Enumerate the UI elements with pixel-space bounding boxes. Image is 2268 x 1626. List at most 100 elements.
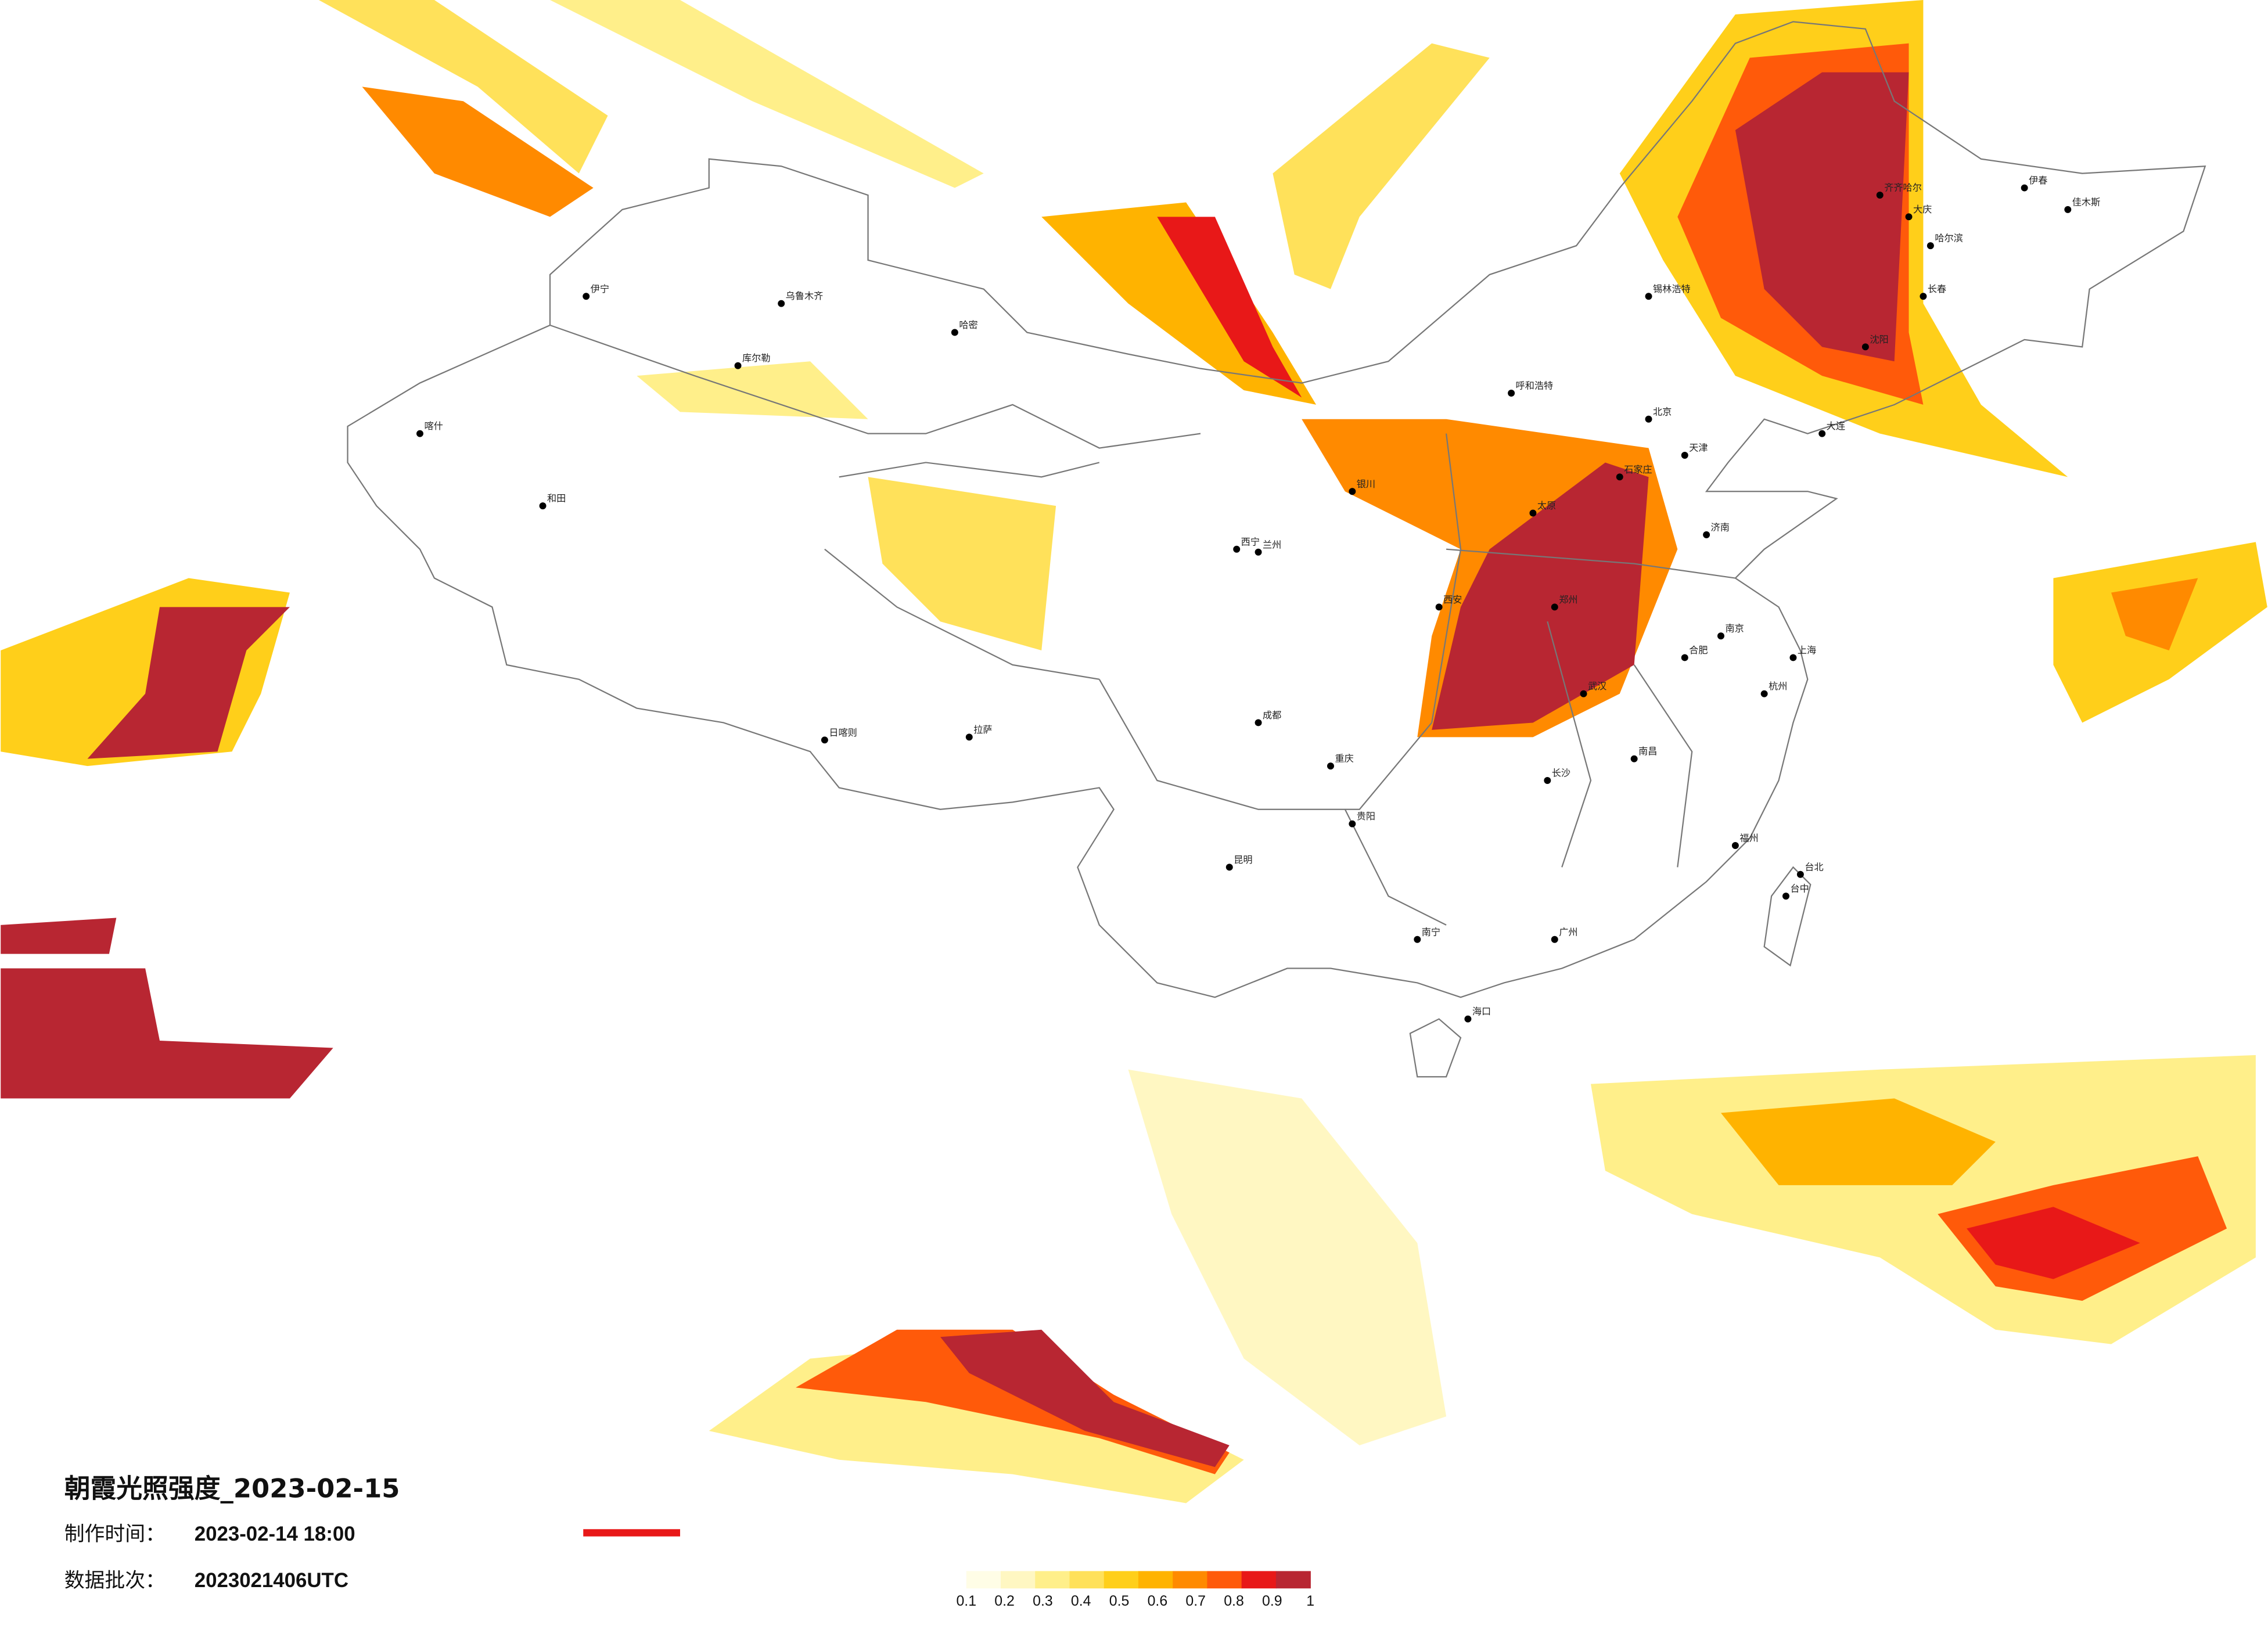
city-label: 南昌 (1638, 746, 1657, 757)
legend-swatch (1275, 1571, 1311, 1589)
city-dot (1551, 936, 1558, 943)
city-dot (1529, 509, 1537, 517)
heat-area (1, 918, 333, 1099)
city-dot (1616, 473, 1623, 481)
legend-tick-label: 0.7 (1185, 1593, 1206, 1609)
city-dot (1630, 755, 1638, 762)
heat-area (2111, 578, 2198, 650)
city-label: 伊宁 (591, 283, 609, 294)
city-dot (1464, 1015, 1472, 1023)
city-label: 台北 (1805, 861, 1823, 872)
city-dot (1782, 893, 1789, 900)
city-label: 银川 (1357, 479, 1375, 490)
city-dot (1233, 545, 1241, 553)
city-dot (1876, 192, 1884, 199)
heat-area (318, 0, 608, 174)
heat-area (637, 361, 868, 419)
city-dot (1435, 603, 1443, 611)
city-label: 哈尔滨 (1935, 233, 1963, 244)
city-label: 长春 (1928, 283, 1946, 294)
city-label: 呼和浩特 (1516, 380, 1554, 391)
heat-area (583, 1529, 680, 1537)
data-batch-value: 2023021406UTC (195, 1569, 348, 1592)
legend-swatch (1207, 1571, 1242, 1589)
city-dot (1414, 936, 1421, 943)
map-title: 朝霞光照强度_2023-02-15 (64, 1473, 400, 1503)
heat-area (1273, 43, 1490, 289)
heat-area (1157, 217, 1302, 398)
city-dot (583, 293, 590, 300)
city-label: 南宁 (1422, 926, 1440, 937)
city-label: 长沙 (1552, 768, 1570, 779)
city-label: 西宁 (1241, 536, 1260, 547)
city-label: 喀什 (424, 420, 443, 431)
city-dot (951, 329, 958, 336)
city-label: 合肥 (1689, 645, 1708, 656)
city-dot (1349, 820, 1356, 828)
city-dot (1645, 293, 1652, 300)
city-dot (1551, 603, 1558, 611)
heat-area (1735, 72, 1909, 362)
legend-swatch (1138, 1571, 1173, 1589)
city-label: 佳木斯 (2072, 196, 2100, 207)
city-label: 台中 (1790, 883, 1809, 894)
legend-tick-label: 0.3 (1033, 1593, 1053, 1609)
city-label: 南京 (1725, 623, 1744, 634)
city-label: 昆明 (1234, 854, 1252, 865)
city-label: 海口 (1472, 1006, 1491, 1017)
boundaries (347, 21, 2206, 1078)
city-dot (539, 502, 547, 510)
city-label: 伊春 (2029, 175, 2047, 186)
legend-swatch (1069, 1571, 1105, 1589)
heat-area (1432, 462, 1649, 730)
city-dot (416, 430, 423, 437)
legend-swatch (1173, 1571, 1208, 1589)
city-label: 齐齐哈尔 (1884, 182, 1922, 193)
city-label: 大庆 (1913, 204, 1932, 215)
city-dot (1905, 213, 1913, 221)
legend-tick-label: 0.2 (994, 1593, 1015, 1609)
city-label: 广州 (1559, 926, 1577, 937)
legend-tick-label: 0.4 (1071, 1593, 1091, 1609)
city-label: 济南 (1711, 521, 1730, 533)
city-dot (1349, 488, 1356, 495)
city-label: 北京 (1653, 406, 1672, 417)
city-dot (1225, 864, 1233, 871)
legend-swatch (1241, 1571, 1277, 1589)
city-dot (1681, 452, 1688, 459)
city-dot (1760, 690, 1768, 697)
city-label: 锡林浩特 (1653, 283, 1691, 294)
city-dot (1645, 415, 1652, 423)
city-dot (1327, 762, 1334, 770)
city-label: 成都 (1263, 710, 1281, 721)
city-label: 兰州 (1263, 539, 1281, 550)
city-label: 贵阳 (1357, 811, 1375, 822)
city-dot (1920, 293, 1927, 300)
city-label: 太原 (1537, 500, 1556, 511)
city-label: 乌鲁木齐 (786, 290, 824, 301)
city-dot (1861, 343, 1869, 351)
city-dot (1818, 430, 1826, 437)
city-label: 福州 (1739, 833, 1758, 844)
legend-tick-label: 0.9 (1262, 1593, 1282, 1609)
city-dot (1255, 719, 1262, 726)
heat-area (87, 607, 290, 759)
country-outline (347, 21, 2206, 998)
city-dot (734, 362, 742, 369)
island-outline (1409, 1018, 1462, 1078)
city-dot (1926, 242, 1934, 250)
city-label: 郑州 (1559, 594, 1577, 605)
legend-tick-label: 0.6 (1148, 1593, 1168, 1609)
legend-tick-label: 0.5 (1109, 1593, 1130, 1609)
city-dot (1580, 690, 1587, 697)
city-dot (778, 300, 785, 307)
heat-area (549, 0, 984, 188)
province-line (549, 324, 1736, 926)
city-dot (1681, 654, 1688, 661)
island-outline (1763, 866, 1811, 967)
legend-tick-label: 0.8 (1224, 1593, 1244, 1609)
city-label: 石家庄 (1624, 464, 1652, 475)
city-dot (965, 733, 973, 741)
city-dot (821, 736, 828, 744)
